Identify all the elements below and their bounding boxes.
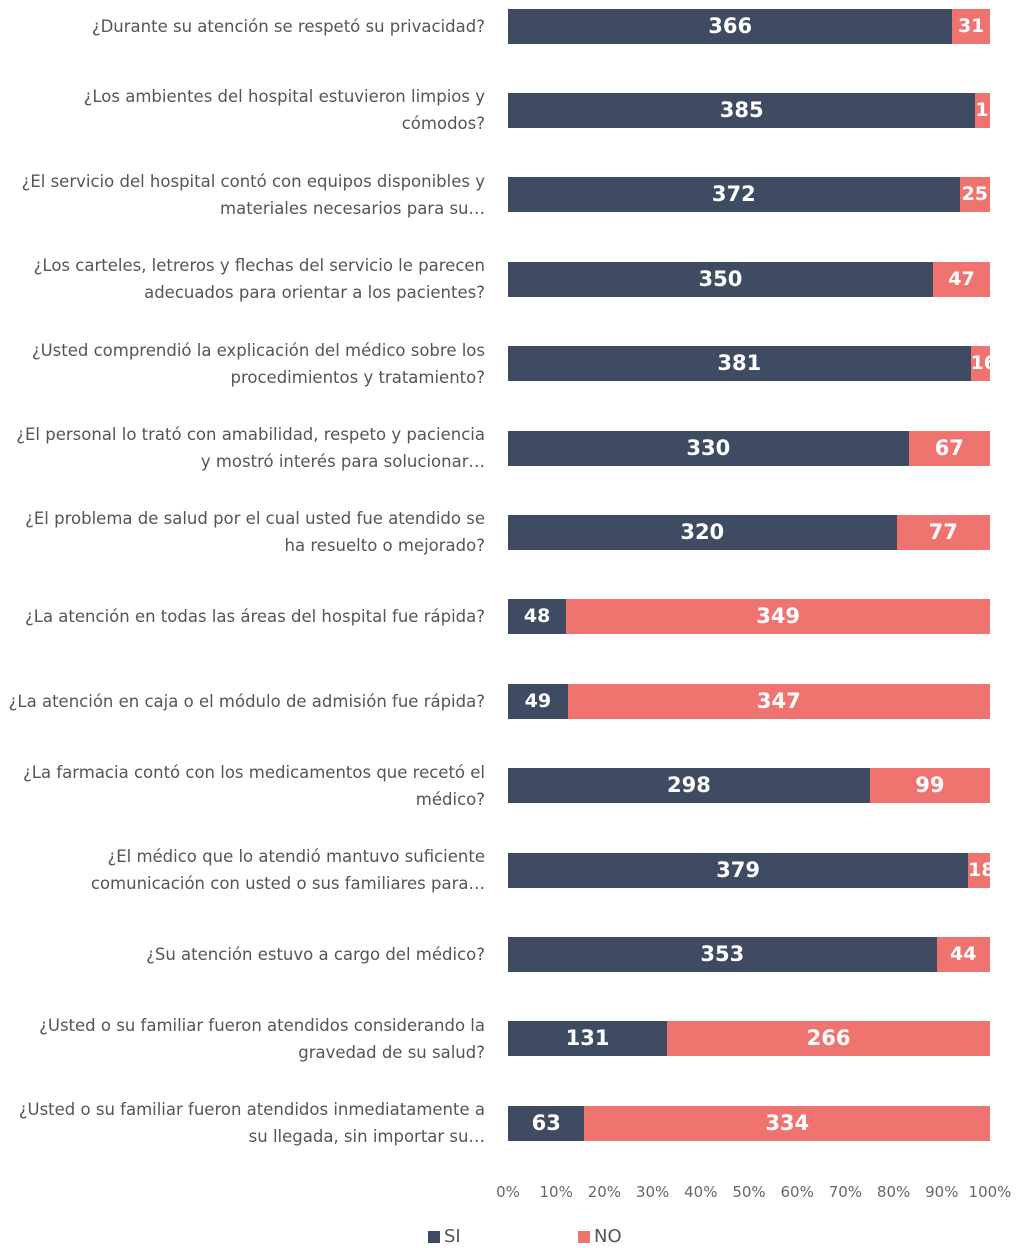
bar-segment — [584, 1105, 990, 1141]
category-label: ¿Durante su atención se respetó su priva… — [91, 16, 485, 36]
bar-segment — [667, 1021, 990, 1057]
data-label: 12 — [975, 98, 1002, 121]
bar-segment — [566, 599, 990, 635]
legend-swatch — [428, 1230, 440, 1243]
data-label: 320 — [680, 519, 725, 544]
data-label: 49 — [524, 689, 552, 712]
bar-segment — [508, 1105, 585, 1141]
category-label: ¿Los ambientes del hospital estuvieron l… — [83, 87, 485, 134]
category-label: ¿Usted o su familiar fueron atendidos in… — [18, 1100, 485, 1147]
bar-segment — [869, 768, 990, 804]
category-label: ¿Usted comprendió la explicación del méd… — [31, 340, 485, 387]
x-tick-label: 20% — [587, 1183, 622, 1201]
category-label: ¿El médico que lo atendió mantuvo sufici… — [90, 847, 485, 893]
x-tick-label: 30% — [635, 1183, 670, 1201]
data-label: 381 — [717, 351, 762, 376]
data-label: 67 — [934, 435, 964, 460]
category-label: ¿El personal lo trató con amabilidad, re… — [16, 425, 485, 471]
data-label: 16 — [970, 352, 998, 375]
category-label: ¿Su atención estuvo a cargo del médico? — [146, 944, 485, 964]
bar-segment — [508, 430, 909, 466]
data-label: 18 — [968, 858, 995, 881]
bar-segment — [508, 92, 976, 128]
bar-segment — [959, 177, 990, 213]
category-label: ¿La atención en todas las áreas del hosp… — [25, 607, 485, 627]
data-label: 77 — [928, 519, 958, 544]
bar-segment — [896, 514, 990, 550]
legend-item: NO — [578, 1226, 622, 1247]
x-tick-label: 70% — [828, 1183, 863, 1201]
x-tick-label: 50% — [732, 1183, 766, 1201]
x-tick-label: 10% — [539, 1183, 573, 1201]
category-label: ¿Los carteles, letreros y flechas del se… — [33, 256, 485, 303]
bar-segment — [508, 599, 567, 635]
bar-segment — [975, 92, 990, 128]
category-label: ¿Usted o su familiar fueron atendidos co… — [39, 1015, 485, 1062]
bar-segment — [508, 852, 969, 888]
data-label: 266 — [806, 1026, 851, 1051]
data-label: 25 — [961, 183, 989, 206]
data-label: 349 — [756, 604, 801, 629]
bar-segment — [952, 8, 990, 44]
bar-segment — [936, 936, 990, 972]
data-label: 353 — [700, 941, 745, 966]
data-label: 334 — [765, 1110, 810, 1135]
legend-swatch — [578, 1230, 590, 1243]
bar-segment — [508, 768, 870, 804]
data-label: 44 — [950, 942, 977, 965]
data-label: 350 — [698, 266, 743, 291]
bar-segment — [508, 346, 971, 382]
legend-label: SI — [444, 1226, 461, 1247]
data-label: 366 — [708, 13, 753, 38]
data-label: 347 — [756, 688, 801, 713]
legend-item: SI — [428, 1226, 461, 1247]
category-label: ¿La farmacia contó con los medicamentos … — [23, 762, 485, 809]
data-label: 385 — [719, 97, 764, 122]
category-label: ¿El problema de salud por el cual usted … — [25, 509, 485, 556]
data-label: 330 — [686, 435, 731, 460]
bar-segment — [508, 936, 937, 972]
x-tick-label: 80% — [876, 1183, 911, 1201]
bar-segment — [508, 177, 960, 213]
x-tick-label: 60% — [780, 1183, 814, 1201]
data-label: 48 — [523, 605, 551, 628]
data-label: 63 — [531, 1110, 561, 1135]
bar-segment — [508, 261, 933, 297]
category-label: ¿El servicio del hospital contó con equi… — [21, 171, 485, 218]
bar-segment — [508, 1021, 668, 1057]
data-label: 31 — [957, 14, 985, 37]
bar-segment — [970, 346, 990, 382]
bar-segment — [968, 852, 990, 888]
legend-label: NO — [594, 1226, 622, 1247]
x-tick-label: 0% — [496, 1183, 520, 1201]
data-label: 372 — [711, 182, 756, 207]
bar-segment — [508, 8, 953, 44]
data-label: 47 — [948, 267, 975, 290]
bar-segment — [908, 430, 990, 466]
data-label: 99 — [915, 773, 945, 798]
bar-segment — [932, 261, 990, 297]
data-label: 298 — [666, 773, 711, 798]
bar-segment — [508, 683, 568, 719]
x-tick-label: 100% — [968, 1183, 1012, 1201]
x-tick-label: 90% — [925, 1183, 959, 1201]
category-label: ¿La atención en caja o el módulo de admi… — [8, 691, 485, 711]
data-label: 379 — [716, 857, 760, 882]
data-label: 131 — [565, 1026, 610, 1051]
x-tick-label: 40% — [684, 1183, 718, 1201]
bar-segment — [567, 683, 990, 719]
bar-segment — [508, 514, 897, 550]
